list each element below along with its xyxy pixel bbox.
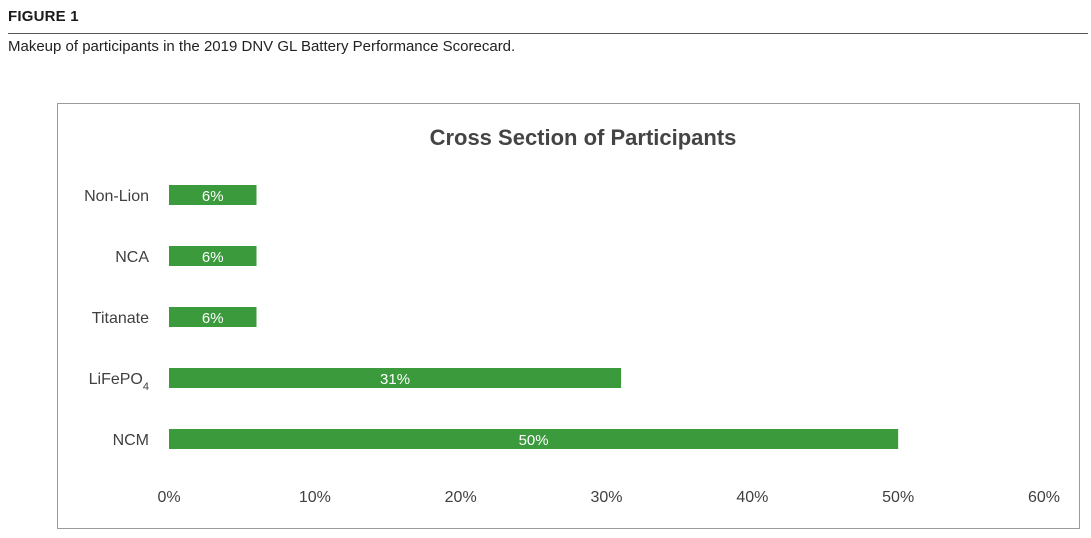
category-label: NCM [113, 432, 149, 449]
figure-caption: Makeup of participants in the 2019 DNV G… [8, 38, 516, 55]
bar-chart: Cross Section of Participants 6% 6% 6% 31% 5… [84, 125, 1060, 506]
figure-label: FIGURE 1 [8, 8, 79, 25]
category-axis: Non-Lion NCA Titanate LiFePO4 NCM [84, 188, 149, 449]
tick-label: 30% [590, 489, 622, 506]
tick-label: 40% [736, 489, 768, 506]
category-label: NCA [115, 249, 149, 266]
bar [169, 368, 622, 388]
chart-title: Cross Section of Participants [430, 125, 737, 150]
value-axis: 0% 10% 20% 30% 40% 50% 60% [157, 489, 1060, 506]
data-label: 6% [202, 310, 224, 327]
bar [169, 429, 899, 449]
bar [169, 246, 257, 266]
tick-label: 20% [445, 489, 477, 506]
category-label: Non-Lion [84, 188, 149, 205]
tick-label: 50% [882, 489, 914, 506]
bar [169, 185, 257, 205]
category-label: Titanate [92, 310, 149, 327]
tick-label: 60% [1028, 489, 1060, 506]
tick-label: 0% [157, 489, 180, 506]
bar [169, 307, 257, 327]
chart-frame: Cross Section of Participants 6% 6% 6% 31% 5… [57, 103, 1080, 529]
data-label: 31% [380, 371, 410, 388]
data-label: 6% [202, 188, 224, 205]
bars-layer: 6% 6% 6% 31% 50% [169, 185, 899, 449]
figure-rule [8, 33, 1088, 34]
data-label: 50% [519, 432, 549, 449]
data-label: 6% [202, 249, 224, 266]
tick-label: 10% [299, 489, 331, 506]
category-label: LiFePO4 [89, 371, 149, 393]
